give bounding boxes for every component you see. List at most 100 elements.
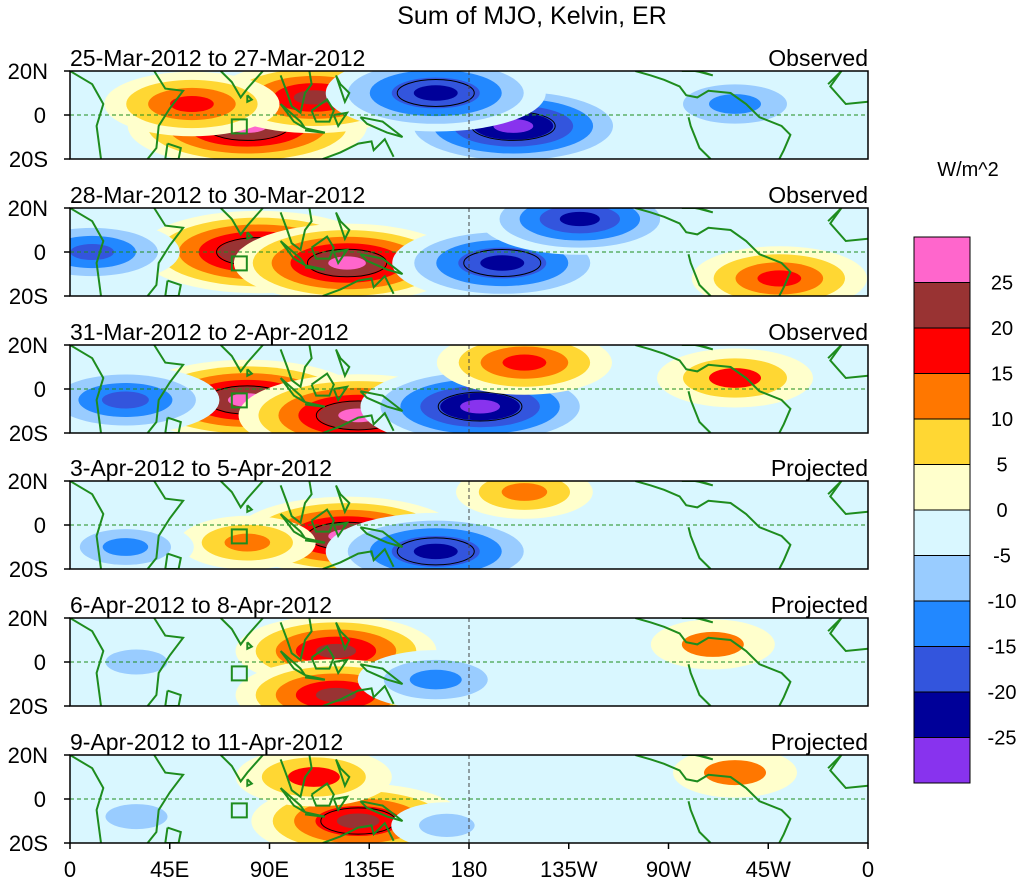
anomaly-feature-6 <box>691 246 867 296</box>
colorbar-unit-label: W/m^2 <box>937 159 999 181</box>
colorbar-label: 5 <box>996 455 1007 477</box>
coastlines <box>70 71 868 159</box>
coastline-8 <box>304 264 326 271</box>
coastline-8 <box>304 401 326 408</box>
coastline-4 <box>219 71 264 100</box>
anomaly-feature-4 <box>70 520 194 569</box>
coastline-9 <box>310 372 335 397</box>
coastline-12 <box>359 253 404 275</box>
coastline-14 <box>635 208 792 296</box>
panel-status: Projected <box>771 592 868 618</box>
coastline-3 <box>164 826 182 843</box>
coastline-2 <box>146 71 185 159</box>
coastline-9 <box>310 235 335 260</box>
anomaly-field <box>70 208 867 296</box>
coastline-3 <box>164 279 182 296</box>
coastline-5 <box>246 641 254 651</box>
coastline-14 <box>635 481 792 569</box>
anomaly-feature-3 <box>325 512 546 569</box>
panel-status: Observed <box>768 182 868 208</box>
coastline-5 <box>246 778 254 788</box>
panel-6: 20N 0 20S 9-Apr-2012 to 11-Apr-2012 Projecte… <box>8 729 869 856</box>
coastline-13 <box>322 821 395 843</box>
panel-date-range: 31-Mar-2012 to 2-Apr-2012 <box>70 319 349 345</box>
coastline-12 <box>359 390 404 412</box>
panel-5: 20N 0 20S 6-Apr-2012 to 8-Apr-2012 Projected <box>8 592 869 719</box>
coastline-9 <box>310 782 335 807</box>
lat-label: 20S <box>9 831 48 856</box>
coastline-13 <box>322 411 395 433</box>
coastline-4 <box>219 208 264 237</box>
panel-date-range: 9-Apr-2012 to 11-Apr-2012 <box>70 729 343 755</box>
colorbar-swatch <box>913 737 971 784</box>
lon-label: 90W <box>646 857 691 882</box>
coastline-10 <box>332 111 350 129</box>
coastline-17 <box>827 345 868 380</box>
coastline-1 <box>70 481 105 569</box>
coastline-1 <box>70 71 105 159</box>
lon-label: 90E <box>250 857 289 882</box>
panel-status: Observed <box>768 319 868 345</box>
colorbar-swatch <box>913 418 971 465</box>
coastline-14 <box>635 618 792 706</box>
lat-label: 20S <box>9 694 48 719</box>
coastline-1 <box>70 345 105 433</box>
colorbar-swatch <box>913 282 971 329</box>
panel-date-range: 28-Mar-2012 to 30-Mar-2012 <box>70 182 365 208</box>
lat-label: 0 <box>34 240 46 265</box>
coastline-10 <box>332 521 350 539</box>
coastline-11 <box>335 621 351 652</box>
colorbar-swatch <box>913 327 971 374</box>
lat-label: 0 <box>34 513 46 538</box>
coastlines <box>70 345 868 433</box>
coastline-5 <box>246 504 254 514</box>
lat-label: 20N <box>8 743 48 768</box>
panel-status: Observed <box>768 45 868 71</box>
coastline-3 <box>164 416 182 433</box>
colorbar-label: -5 <box>993 546 1011 568</box>
coastline-6 <box>279 618 313 662</box>
coastline-15 <box>687 526 712 569</box>
lon-label: 45E <box>150 857 189 882</box>
coastline-11 <box>335 484 351 515</box>
panel-1: 20N 0 20S 25-Mar-2012 to 27-Mar-2012 Observe… <box>8 45 869 172</box>
coastline-4 <box>219 755 264 784</box>
coastline-6 <box>279 71 313 115</box>
coastline-13 <box>322 137 395 159</box>
panels: 20N 0 20S 25-Mar-2012 to 27-Mar-2012 Observe… <box>8 45 869 856</box>
lon-label: 180 <box>451 857 488 882</box>
coastline-6 <box>279 345 313 389</box>
colorbar-swatch <box>913 464 971 511</box>
coastline-2 <box>146 755 185 843</box>
reference-box-marker <box>230 255 248 272</box>
colorbar-label: -25 <box>988 728 1017 750</box>
coastline-15 <box>687 800 712 843</box>
colorbar-swatch <box>913 236 971 283</box>
panel-2: 20N 0 20S 28-Mar-2012 to 30-Mar-2012 Observe… <box>8 182 869 309</box>
lat-label: 0 <box>34 650 46 675</box>
coastline-9 <box>310 98 335 123</box>
panel-date-range: 3-Apr-2012 to 5-Apr-2012 <box>70 455 332 481</box>
coastline-10 <box>332 248 350 266</box>
lat-label: 20S <box>9 421 48 446</box>
reference-box-marker <box>230 392 248 409</box>
colorbar-label: 20 <box>991 318 1013 340</box>
coastline-4 <box>219 345 264 374</box>
coastline-9 <box>310 508 335 533</box>
panel-4: 20N 0 20S 3-Apr-2012 to 5-Apr-2012 Projected <box>8 455 869 582</box>
reference-box-marker <box>230 118 248 135</box>
colorbar-label: -20 <box>988 682 1017 704</box>
coastline-4 <box>219 618 264 647</box>
panel-status: Projected <box>771 455 868 481</box>
coastline-16 <box>681 71 714 77</box>
lat-label: 20S <box>9 557 48 582</box>
coastline-2 <box>146 208 185 296</box>
colorbar-swatch <box>913 373 971 420</box>
coastline-1 <box>70 755 105 843</box>
colorbar-label: 15 <box>991 364 1013 386</box>
coastline-13 <box>322 274 395 296</box>
anomaly-feature-6 <box>657 348 813 408</box>
coastline-12 <box>359 116 404 138</box>
lon-label: 45W <box>746 857 791 882</box>
